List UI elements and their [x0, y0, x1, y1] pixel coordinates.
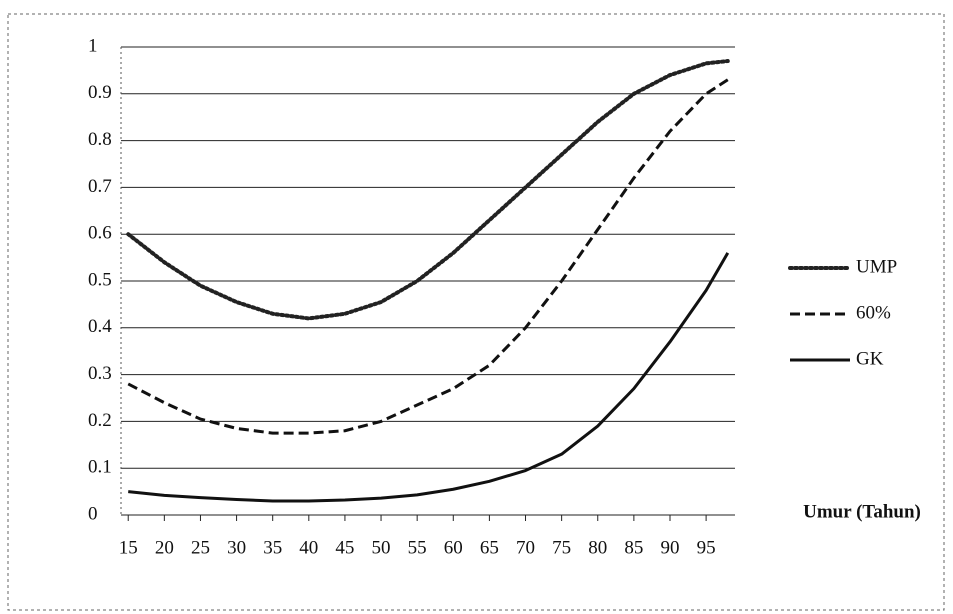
y-tick-label: 0	[88, 503, 98, 524]
x-tick-label: 80	[588, 537, 607, 558]
x-tick-label: 65	[480, 537, 499, 558]
chart: Umur (Tahun) 0 0.1 0.2 0.3 0.4 0.5 0.6 0.7 0.8 0.…	[0, 0, 953, 614]
legend-label: 60%	[856, 302, 891, 323]
x-tick-label: 50	[372, 537, 391, 558]
y-tick-label: 0.8	[88, 129, 112, 150]
y-tick-label: 0.1	[88, 457, 112, 478]
x-tick-label: 15	[119, 537, 138, 558]
x-tick-label: 25	[191, 537, 210, 558]
x-tick-label: 95	[697, 537, 716, 558]
y-tick-label: 0.7	[88, 176, 112, 197]
y-tick-label: 0.6	[88, 223, 112, 244]
legend-label: UMP	[856, 256, 897, 277]
series-line	[128, 80, 728, 433]
y-tick-label: 0.9	[88, 82, 112, 103]
y-tick-label: 0.5	[88, 269, 112, 290]
x-tick-label: 30	[227, 537, 246, 558]
series-line	[128, 61, 728, 318]
series-line	[128, 253, 728, 501]
x-tick-label: 20	[155, 537, 174, 558]
x-tick-label: 60	[444, 537, 463, 558]
x-axis-label: Umur (Tahun)	[803, 501, 921, 522]
x-tick-label: 75	[552, 537, 571, 558]
y-tick-label: 0.2	[88, 410, 112, 431]
x-tick-label: 85	[624, 537, 643, 558]
x-tick-label: 70	[516, 537, 535, 558]
x-tick-label: 55	[408, 537, 427, 558]
legend-label: GK	[856, 348, 884, 369]
y-tick-label: 0.3	[88, 363, 112, 384]
y-tick-label: 0.4	[88, 316, 112, 337]
x-tick-label: 45	[335, 537, 354, 558]
x-tick-label: 40	[299, 537, 318, 558]
y-tick-label: 1	[88, 35, 98, 56]
x-tick-label: 35	[263, 537, 282, 558]
x-tick-label: 90	[660, 537, 679, 558]
